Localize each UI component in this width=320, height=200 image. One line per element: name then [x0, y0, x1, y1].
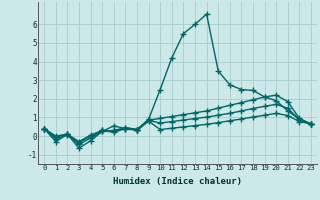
- X-axis label: Humidex (Indice chaleur): Humidex (Indice chaleur): [113, 177, 242, 186]
